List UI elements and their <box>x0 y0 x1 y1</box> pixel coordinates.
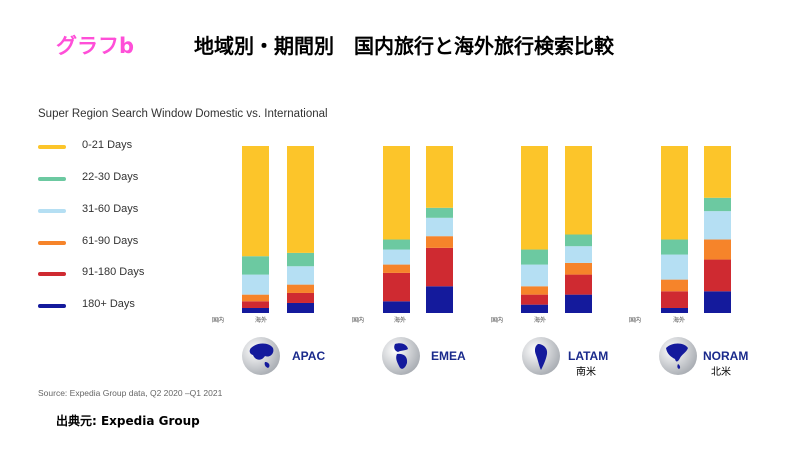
bar-segment-31-60-days <box>704 211 731 240</box>
bar-segment-61-90-days <box>383 264 410 273</box>
bar-segment-180-days <box>426 286 453 313</box>
bar-segment-22-30-days <box>242 256 269 275</box>
bar-segment-22-30-days <box>426 207 453 218</box>
legend-label: 91-180 Days <box>82 266 145 278</box>
bar-segment-180-days <box>383 301 410 313</box>
bar-tick-label: 海外 <box>534 316 546 324</box>
bar-segment-91-180-days <box>383 272 410 302</box>
bar-segment-22-30-days <box>521 249 548 265</box>
region-name: NORAM <box>703 349 749 363</box>
bar-segment-22-30-days <box>565 234 592 247</box>
source-note: Source: Expedia Group data, Q2 2020 –Q1 … <box>38 388 223 398</box>
bar-segment-0-21-days <box>704 146 731 198</box>
bar-segment-91-180-days <box>426 247 453 287</box>
legend-label: 180+ Days <box>82 298 135 310</box>
bar-segment-0-21-days <box>565 146 592 235</box>
europe-africa-globe-icon <box>381 336 421 376</box>
bar-segment-61-90-days <box>661 279 688 292</box>
legend-label: 61-90 Days <box>82 235 139 247</box>
bar-segment-180-days <box>242 307 269 313</box>
bar-segment-0-21-days <box>383 146 410 240</box>
bar-segment-31-60-days <box>287 266 314 285</box>
bar-segment-31-60-days <box>242 274 269 295</box>
bar-segment-91-180-days <box>661 291 688 308</box>
legend-swatch <box>38 209 66 213</box>
legend-label: 31-60 Days <box>82 203 139 215</box>
bar-segment-0-21-days <box>426 146 453 208</box>
bar-segment-91-180-days <box>565 274 592 295</box>
region-name: APAC <box>292 349 326 363</box>
bar-segment-31-60-days <box>383 249 410 265</box>
legend-swatch <box>38 241 66 245</box>
bar-tick-label: 国内 <box>212 316 224 324</box>
legend-label: 0-21 Days <box>82 139 133 151</box>
legend-label: 22-30 Days <box>82 171 139 183</box>
bar-tick-label: 国内 <box>352 316 364 324</box>
bar-segment-61-90-days <box>242 294 269 302</box>
north-america-globe-icon <box>658 336 698 376</box>
asia-globe-icon <box>241 336 281 376</box>
legend-swatch <box>38 304 66 308</box>
region-subtitle: 南米 <box>576 367 596 378</box>
bar-segment-91-180-days <box>521 294 548 305</box>
legend-swatch <box>38 272 66 276</box>
bar-segment-31-60-days <box>521 264 548 287</box>
bar-segment-22-30-days <box>661 239 688 255</box>
bar-segment-91-180-days <box>704 259 731 292</box>
bar-segment-22-30-days <box>287 252 314 267</box>
bar-tick-label: 国内 <box>491 316 503 324</box>
page-title: 地域別・期間別 国内旅行と海外旅行検索比較 <box>194 34 614 58</box>
credit-text: 出典元: Expedia Group <box>56 414 200 428</box>
bar-segment-31-60-days <box>565 246 592 263</box>
bar-segment-0-21-days <box>242 146 269 257</box>
bar-segment-91-180-days <box>242 301 269 308</box>
bar-segment-61-90-days <box>287 284 314 293</box>
graph-tag: グラフb <box>56 34 135 58</box>
region-name: LATAM <box>568 349 609 363</box>
bar-tick-label: 国内 <box>629 316 641 324</box>
bar-segment-0-21-days <box>521 146 548 250</box>
bar-segment-22-30-days <box>704 197 731 212</box>
bar-segment-180-days <box>704 291 731 313</box>
bar-tick-label: 海外 <box>255 316 267 324</box>
bar-segment-0-21-days <box>661 146 688 240</box>
bar-segment-180-days <box>565 294 592 313</box>
bar-segment-91-180-days <box>287 292 314 303</box>
legend-swatch <box>38 145 66 149</box>
bar-segment-31-60-days <box>661 254 688 280</box>
region-name: EMEA <box>431 349 466 363</box>
bar-tick-label: 海外 <box>394 316 406 324</box>
bar-segment-31-60-days <box>426 217 453 237</box>
bar-segment-180-days <box>287 302 314 313</box>
bar-segment-61-90-days <box>426 236 453 248</box>
south-america-globe-icon <box>521 336 561 376</box>
bar-segment-61-90-days <box>565 262 592 275</box>
bar-segment-22-30-days <box>383 239 410 250</box>
bar-tick-label: 海外 <box>673 316 685 324</box>
legend-swatch <box>38 177 66 181</box>
bar-segment-180-days <box>661 307 688 313</box>
bar-segment-61-90-days <box>704 239 731 260</box>
bar-segment-0-21-days <box>287 146 314 253</box>
chart-title: Super Region Search Window Domestic vs. … <box>38 108 328 120</box>
region-subtitle: 北米 <box>711 367 731 378</box>
bar-segment-180-days <box>521 304 548 313</box>
bar-segment-61-90-days <box>521 286 548 295</box>
